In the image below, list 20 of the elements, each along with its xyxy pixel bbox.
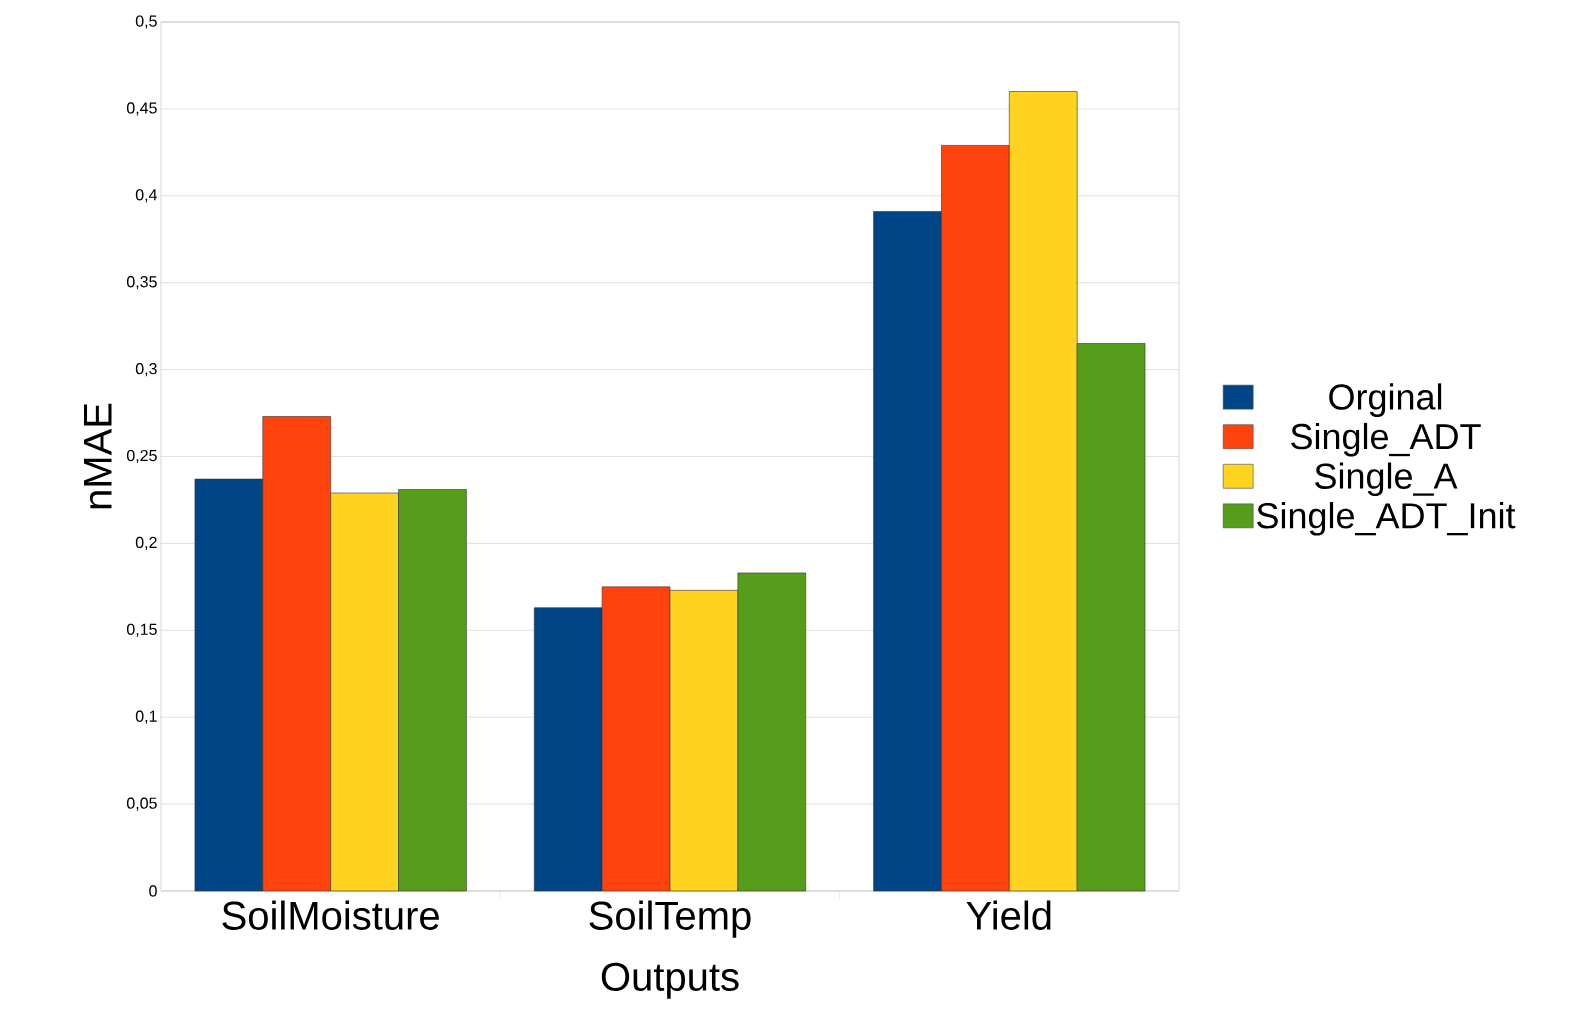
x-tick-label: Yield [966,900,1051,930]
y-tick-label: 0,35 [126,276,157,290]
y-tick-label: 0,45 [126,102,157,116]
y-tick-label: 0,15 [126,623,157,637]
x-axis-title: Outputs [601,962,739,999]
x-tick-label: SoilMoisture [222,900,439,930]
y-tick-label: 0,05 [126,797,157,811]
y-tick-label: 0,3 [135,362,157,377]
y-axis-title: nMAE [83,403,112,509]
y-tick-label: 0 [149,885,157,897]
y-tick-label: 0,1 [135,710,157,724]
legend-label: Single_ADT_Init [1257,502,1516,536]
x-tick-label: SoilTemp [589,900,751,938]
y-tick-label: 0,4 [135,189,158,203]
legend-label: Single_A [1315,462,1458,497]
legend-label: Single_ADT [1291,422,1481,457]
y-tick-label: 0,25 [126,449,157,464]
legend-label: Orginal [1329,383,1442,417]
y-tick-label: 0,5 [135,15,157,29]
y-tick-label: 0,2 [135,536,157,551]
